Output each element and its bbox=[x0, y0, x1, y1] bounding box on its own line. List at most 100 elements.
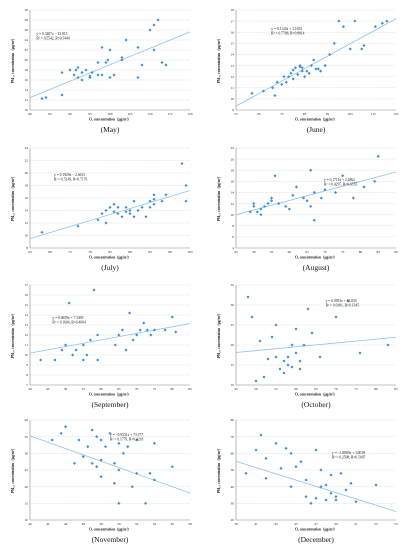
scatter-point bbox=[135, 471, 139, 475]
x-tick-label: 68 bbox=[48, 250, 52, 254]
scatter-point bbox=[63, 425, 68, 429]
regression-equation: y = 0.0659x + 7.5495 bbox=[52, 316, 83, 320]
x-tick-label: 85 bbox=[377, 250, 381, 254]
scatter-point bbox=[351, 196, 355, 200]
scatter-point bbox=[50, 438, 54, 442]
scatter-point bbox=[254, 379, 258, 383]
trendline bbox=[235, 18, 397, 107]
scatter-point bbox=[108, 205, 112, 209]
regression-equation: y = −1.8809x + 128.58 bbox=[332, 451, 365, 455]
scatter-point bbox=[254, 448, 258, 452]
x-tick-label: 75 bbox=[280, 112, 284, 116]
scatter-point bbox=[373, 179, 377, 183]
x-tick-label: 50 bbox=[64, 387, 68, 391]
y-axis-label: PM₂.₅ concentration（μg/m³） bbox=[216, 175, 221, 222]
scatter-point bbox=[84, 68, 88, 72]
scatter-point bbox=[344, 488, 348, 492]
scatter-point bbox=[39, 358, 43, 362]
y-tick-label: 40 bbox=[25, 418, 29, 422]
scatter-point bbox=[290, 365, 294, 369]
panel-month-label: (September) bbox=[91, 400, 129, 409]
scatter-point bbox=[100, 212, 104, 216]
x-tick-label: 50 bbox=[254, 387, 258, 391]
scatter-point bbox=[156, 18, 160, 22]
x-tick-label: 65 bbox=[117, 387, 121, 391]
scatter-point bbox=[319, 468, 323, 472]
scatter-point bbox=[266, 201, 270, 206]
x-tick-label: 44 bbox=[64, 522, 68, 526]
y-tick-label: 10 bbox=[25, 518, 29, 522]
scatter-point bbox=[329, 491, 333, 495]
y-tick-label: 17 bbox=[25, 283, 29, 287]
x-tick-label: 51 bbox=[354, 522, 358, 526]
scatter-point bbox=[113, 343, 117, 347]
x-tick-label: 40 bbox=[28, 387, 32, 391]
scatter-point bbox=[120, 58, 124, 62]
y-tick-label: 80 bbox=[231, 418, 235, 422]
scatter-point bbox=[99, 438, 103, 442]
scatter-point bbox=[71, 353, 75, 357]
scatter-point bbox=[248, 210, 252, 214]
scatter-point bbox=[174, 330, 178, 334]
scatter-point bbox=[309, 204, 313, 208]
scatter-point bbox=[96, 60, 100, 65]
x-tick-label: 50 bbox=[117, 522, 121, 526]
scatter-point bbox=[269, 196, 274, 200]
scatter-point bbox=[324, 498, 328, 502]
scatter-point bbox=[95, 435, 99, 439]
scatter-point bbox=[262, 204, 267, 208]
scatter-point bbox=[291, 77, 295, 81]
chart-panel-5: 7 8 9 10 11 12 13 14 15 16 17 40 45 50 55 60 65 70 75 80 85 O… bbox=[10, 283, 192, 409]
y-tick-label: 9 bbox=[26, 363, 28, 367]
x-axis-label: O₃ concentration（μg/m³） bbox=[89, 392, 131, 397]
x-tick-label: 55 bbox=[82, 387, 86, 391]
y-tick-label: 18 bbox=[231, 168, 235, 172]
x-tick-label: 78 bbox=[88, 250, 92, 254]
x-tick-label: 110 bbox=[148, 112, 153, 116]
scatter-point bbox=[112, 73, 116, 77]
scatter-point bbox=[90, 428, 94, 432]
scatter-point bbox=[329, 473, 333, 477]
scatter-point bbox=[80, 78, 84, 82]
y-tick-label: 26 bbox=[25, 28, 29, 32]
y-tick-label: 14 bbox=[231, 191, 235, 195]
scatter-point bbox=[312, 190, 316, 195]
scatter-point bbox=[287, 207, 291, 211]
scatter-point bbox=[142, 321, 146, 325]
scatter-point bbox=[354, 500, 358, 504]
scatter-point bbox=[135, 333, 139, 337]
x-tick-label: 88 bbox=[128, 250, 132, 254]
trendline bbox=[235, 460, 397, 512]
scatter-point bbox=[138, 328, 142, 332]
scatter-point bbox=[349, 481, 353, 485]
y-tick-label: 28 bbox=[25, 18, 29, 22]
scatter-point bbox=[314, 448, 318, 452]
x-tick-label: 125 bbox=[393, 112, 398, 116]
trendline bbox=[29, 31, 191, 98]
y-tick-label: 14 bbox=[231, 53, 235, 57]
scatter-point bbox=[244, 471, 248, 475]
scatter-point bbox=[319, 485, 323, 489]
chart-panel-3: 8 10 12 14 16 18 20 22 24 63 68 73 78 83 88 93 98 103 O₃ c… bbox=[10, 146, 193, 272]
scatter-point bbox=[112, 481, 117, 485]
scatter-point bbox=[170, 465, 174, 469]
scatter-point bbox=[132, 215, 136, 219]
scatter-point bbox=[76, 65, 80, 70]
x-tick-label: 103 bbox=[187, 250, 192, 254]
x-tick-label: 40 bbox=[28, 522, 32, 526]
scatter-point bbox=[88, 75, 92, 80]
y-tick-label: 70 bbox=[231, 435, 235, 439]
y-tick-label: 24 bbox=[25, 146, 29, 150]
scatter-point bbox=[294, 465, 298, 469]
y-tick-label: 16 bbox=[231, 30, 235, 34]
scatter-point bbox=[152, 441, 157, 445]
scatter-point bbox=[104, 60, 108, 65]
x-tick-label: 65 bbox=[314, 387, 318, 391]
scatter-point bbox=[136, 75, 140, 80]
y-tick-label: 9 bbox=[232, 108, 234, 112]
scatter-point bbox=[44, 95, 48, 100]
panel-month-label: (May) bbox=[101, 125, 120, 134]
scatter-point bbox=[302, 343, 306, 347]
y-tick-label: 16 bbox=[25, 78, 29, 82]
scatter-point bbox=[130, 485, 134, 489]
